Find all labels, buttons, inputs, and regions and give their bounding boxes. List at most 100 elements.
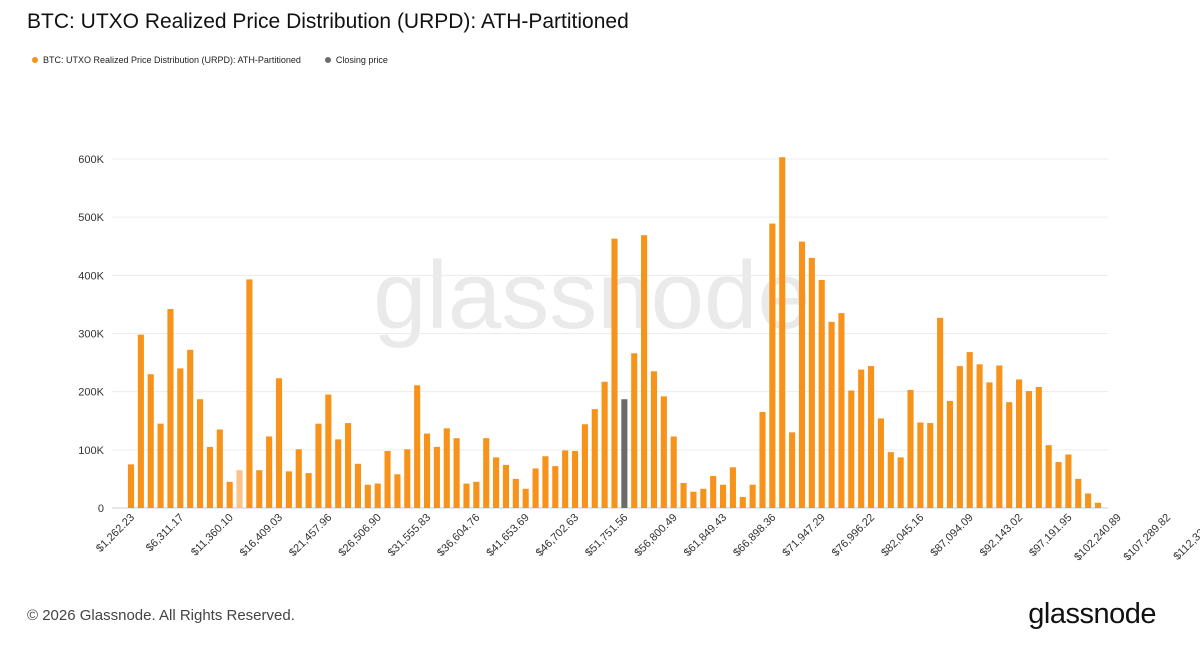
urpd-bar[interactable] (197, 399, 204, 508)
urpd-bar[interactable] (512, 478, 519, 508)
urpd-bar[interactable] (433, 446, 440, 508)
urpd-bar[interactable] (226, 481, 233, 508)
urpd-bar[interactable] (562, 450, 569, 508)
urpd-bar[interactable] (1065, 454, 1072, 508)
urpd-bar[interactable] (542, 456, 549, 508)
urpd-bar[interactable] (996, 365, 1003, 508)
urpd-bar[interactable] (295, 449, 302, 508)
urpd-bar[interactable] (1094, 502, 1102, 508)
urpd-bar[interactable] (641, 235, 648, 508)
urpd-bar[interactable] (581, 424, 588, 508)
urpd-bar[interactable] (443, 428, 450, 508)
closing-price-bar[interactable] (621, 399, 628, 508)
urpd-bar[interactable] (611, 238, 618, 508)
urpd-bar[interactable] (266, 436, 273, 508)
urpd-bar[interactable] (453, 438, 460, 508)
urpd-bar[interactable] (1035, 387, 1042, 508)
urpd-bar[interactable] (216, 429, 223, 508)
urpd-bar[interactable] (354, 463, 362, 508)
urpd-bar[interactable] (473, 481, 480, 508)
urpd-bar[interactable] (838, 313, 845, 508)
urpd-bar[interactable] (848, 390, 855, 508)
urpd-bar[interactable] (236, 470, 243, 508)
urpd-bar[interactable] (650, 371, 658, 508)
urpd-bar[interactable] (670, 436, 677, 508)
urpd-bar[interactable] (522, 488, 529, 508)
urpd-bar[interactable] (966, 352, 973, 508)
urpd-bar[interactable] (858, 369, 865, 508)
urpd-bar[interactable] (759, 412, 766, 508)
urpd-bar[interactable] (305, 473, 312, 508)
urpd-bar[interactable] (660, 396, 667, 508)
urpd-bar[interactable] (798, 241, 806, 508)
urpd-bar[interactable] (335, 439, 342, 508)
urpd-bar[interactable] (483, 438, 490, 508)
urpd-bar[interactable] (493, 457, 500, 508)
urpd-bar[interactable] (364, 484, 371, 508)
urpd-bar[interactable] (256, 470, 263, 508)
urpd-bar[interactable] (1085, 493, 1092, 508)
urpd-bar[interactable] (1075, 478, 1082, 508)
urpd-bar[interactable] (946, 400, 954, 508)
urpd-bar[interactable] (187, 349, 194, 508)
urpd-bar[interactable] (591, 409, 598, 508)
legend-item-closing-price[interactable]: Closing price (324, 55, 388, 65)
urpd-bar[interactable] (601, 381, 608, 508)
urpd-bar[interactable] (246, 279, 253, 508)
urpd-bar[interactable] (897, 457, 904, 508)
urpd-bar[interactable] (877, 418, 884, 508)
urpd-bar[interactable] (710, 476, 717, 508)
urpd-bar[interactable] (275, 378, 283, 508)
urpd-bar[interactable] (374, 483, 381, 508)
urpd-bar[interactable] (769, 223, 776, 508)
urpd-bar[interactable] (789, 432, 796, 508)
urpd-bar[interactable] (887, 452, 894, 508)
urpd-bar[interactable] (1006, 402, 1013, 508)
urpd-bar[interactable] (394, 474, 401, 508)
urpd-bar[interactable] (700, 488, 707, 508)
urpd-bar[interactable] (147, 374, 154, 508)
urpd-bar[interactable] (927, 423, 934, 508)
urpd-bar[interactable] (719, 484, 727, 508)
urpd-bar[interactable] (680, 482, 687, 508)
urpd-bar[interactable] (404, 449, 411, 508)
urpd-bar[interactable] (749, 484, 756, 508)
urpd-bar[interactable] (345, 423, 352, 508)
urpd-bar[interactable] (315, 423, 322, 508)
urpd-bar[interactable] (384, 450, 391, 508)
urpd-bar[interactable] (729, 467, 736, 508)
urpd-bar[interactable] (532, 468, 539, 508)
urpd-bar[interactable] (867, 366, 875, 508)
urpd-bar[interactable] (127, 464, 135, 508)
urpd-bar[interactable] (423, 433, 431, 508)
urpd-bar[interactable] (956, 366, 963, 508)
urpd-bar[interactable] (808, 257, 815, 508)
urpd-bar[interactable] (325, 394, 332, 508)
urpd-bar[interactable] (285, 471, 292, 508)
urpd-bar[interactable] (571, 450, 579, 508)
legend-item-urpd[interactable]: BTC: UTXO Realized Price Distribution (U… (32, 55, 301, 65)
urpd-bar[interactable] (463, 483, 470, 508)
urpd-bar[interactable] (137, 334, 144, 508)
urpd-bar[interactable] (414, 385, 421, 508)
urpd-bar[interactable] (177, 368, 184, 508)
urpd-bar[interactable] (1025, 391, 1032, 508)
urpd-bar[interactable] (937, 317, 944, 508)
urpd-bar[interactable] (690, 491, 697, 508)
urpd-bar[interactable] (1055, 462, 1062, 508)
urpd-bar[interactable] (167, 309, 174, 508)
urpd-bar[interactable] (206, 446, 213, 508)
urpd-bar[interactable] (986, 382, 993, 508)
urpd-bar[interactable] (779, 157, 786, 508)
glassnode-logo[interactable]: glassnode (1028, 598, 1156, 630)
urpd-bar[interactable] (976, 364, 983, 508)
urpd-bar[interactable] (828, 321, 835, 508)
urpd-bar[interactable] (1045, 445, 1052, 508)
urpd-bar[interactable] (631, 353, 638, 508)
urpd-bar[interactable] (1016, 379, 1023, 508)
urpd-bar[interactable] (552, 466, 559, 508)
urpd-bar[interactable] (502, 464, 510, 508)
urpd-bar[interactable] (907, 389, 914, 508)
urpd-bar[interactable] (157, 423, 164, 508)
urpd-bar[interactable] (739, 496, 746, 508)
